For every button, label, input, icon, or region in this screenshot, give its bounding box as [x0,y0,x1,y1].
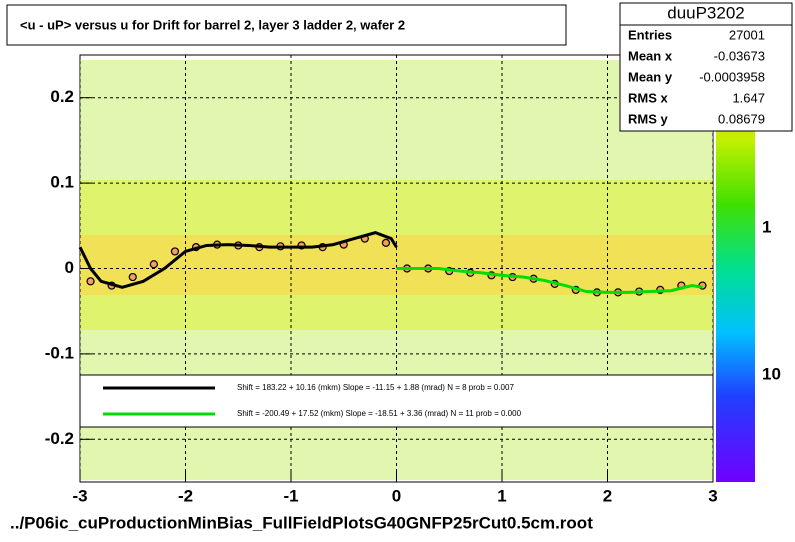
file-name: ../P06ic_cuProductionMinBias_FullFieldPl… [10,513,593,532]
stats-value: -0.0003958 [699,69,765,84]
stats-value: -0.03673 [714,48,765,63]
x-tick-label: 2 [603,486,612,505]
x-tick-label: 1 [497,486,506,505]
x-tick-label: -3 [72,486,87,505]
stats-box: duuP3202 Entries 27001 Mean x -0.03673 Mean … [619,2,793,132]
x-tick-label: -2 [178,486,193,505]
stats-value: 0.08679 [718,111,765,126]
fit-curve [396,267,703,294]
chart-title: <u - uP> versus u for Drift for barrel 2… [20,17,405,32]
y-tick-label: 0.2 [50,87,74,106]
x-tick-label: 0 [392,486,401,505]
fit-curve [78,231,398,289]
x-tick-label: -1 [283,486,298,505]
stats-title: duuP3202 [667,3,745,22]
colorbar-label: 1 [762,217,771,236]
profile-point [381,238,391,247]
legend-text: Shift = -200.49 + 17.52 (mkm) Slope = -1… [237,409,522,418]
stats-value: 1.647 [732,90,765,105]
fit-legend [79,374,714,428]
legend-layer: Shift = 183.22 + 10.16 (mkm) Slope = -11… [103,383,522,418]
profile-point [86,277,95,286]
profile-point [149,260,158,269]
y-tick-label: 0.1 [50,173,74,192]
stats-label: RMS x [628,90,669,105]
x-tick-label: 3 [708,486,717,505]
profile-point [128,272,137,282]
colorbar-label: 10 [762,364,781,383]
y-tick-label: -0.2 [45,429,74,448]
stats-label: Entries [628,27,672,42]
y-tick-label: 0 [65,258,74,277]
stats-value: 27001 [729,27,765,42]
profile-point [170,247,180,256]
stats-label: Mean x [628,48,673,63]
stats-frame [619,2,793,132]
stats-label: Mean y [628,69,673,84]
legend-text: Shift = 183.22 + 10.16 (mkm) Slope = -11… [237,383,514,392]
stats-label: RMS y [628,111,669,126]
y-tick-label: -0.1 [45,343,74,362]
title-box [6,4,567,46]
